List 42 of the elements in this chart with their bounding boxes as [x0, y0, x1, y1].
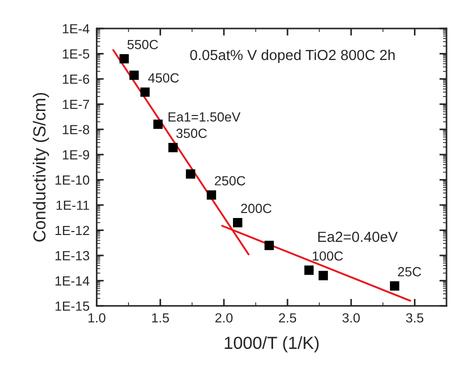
y-axis-title: Conductivity (S/cm): [32, 93, 49, 242]
y-tick-label: 1E-7: [62, 100, 90, 109]
point: [120, 54, 129, 64]
point: [304, 266, 314, 275]
x-tick-label: 3.5: [406, 313, 424, 323]
annotation: 0.05at% V doped TiO2 800C 2h: [190, 49, 395, 64]
point: [129, 70, 139, 80]
annotation: 550C: [127, 40, 158, 50]
y-tick-label: 1E-12: [56, 226, 90, 236]
annotation: 200C: [241, 204, 272, 214]
annotation: 25C: [398, 267, 422, 276]
y-tick-label: 1E-5: [62, 49, 90, 59]
x-tick-label: 2.5: [278, 313, 296, 323]
y-tick-label: 1E-15: [56, 302, 90, 311]
x-axis-title: 1000/T (1/K): [224, 336, 319, 352]
annotation: 450C: [148, 73, 179, 83]
y-tick-label: 1E-10: [56, 175, 90, 185]
point: [264, 240, 274, 250]
y-tick-label: 1E-9: [62, 150, 90, 160]
point: [186, 169, 196, 179]
annotation: Ea1=1.50eV: [168, 112, 240, 122]
point: [206, 190, 216, 200]
point: [390, 281, 400, 291]
annotation: 250C: [214, 176, 246, 186]
y-tick-label: 1E-13: [56, 251, 90, 260]
y-tick-label: 1E-8: [62, 124, 90, 134]
point: [318, 270, 328, 280]
y-tick-label: 1E-14: [56, 276, 90, 286]
point: [232, 218, 242, 228]
y-tick-label: 1E-6: [62, 74, 90, 84]
point: [153, 120, 163, 129]
annotation: 350C: [176, 128, 207, 138]
point: [168, 142, 178, 152]
y-tick-label: 1E-4: [62, 24, 90, 34]
x-tick-label: 3.0: [342, 313, 360, 323]
x-tick-label: 2.0: [215, 313, 233, 323]
y-tick-label: 1E-11: [56, 200, 90, 210]
point: [140, 87, 150, 97]
annotation: 100C: [312, 251, 343, 261]
x-tick-label: 1.0: [88, 313, 106, 323]
x-tick-label: 1.5: [152, 313, 169, 323]
annotation: Ea2=0.40eV: [318, 232, 398, 242]
